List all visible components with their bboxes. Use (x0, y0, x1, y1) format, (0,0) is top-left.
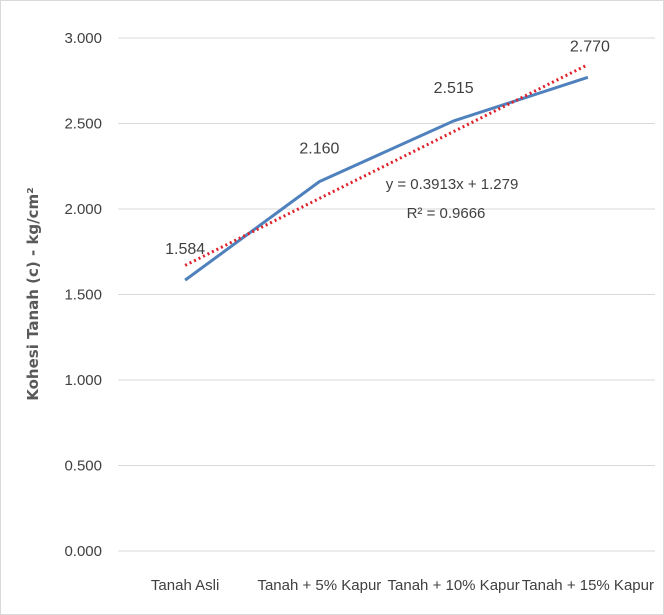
x-tick-label: Tanah + 5% Kapur (257, 577, 381, 594)
data-label: 1.584 (165, 241, 205, 258)
y-tick-label: 0.500 (64, 458, 102, 475)
y-tick-label: 3.000 (64, 30, 102, 47)
trendline-r-squared: R² = 0.9666 (407, 205, 486, 222)
y-tick-label: 1.500 (64, 287, 102, 304)
data-label: 2.515 (434, 80, 474, 97)
trendline-equation: y = 0.3913x + 1.279 (386, 176, 519, 193)
data-labels: 1.584 2.160 2.515 2.770 (165, 38, 610, 258)
x-tick-label: Tanah + 15% Kapur (522, 577, 654, 594)
y-axis-title: Kohesi Tanah (c) - kg/cm² (24, 187, 42, 401)
y-tick-label: 2.500 (64, 116, 102, 133)
y-tick-label: 2.000 (64, 201, 102, 218)
trendline-group (184, 63, 589, 267)
x-axis-ticks: Tanah Asli Tanah + 5% Kapur Tanah + 10% Ka… (151, 577, 654, 594)
data-label: 2.160 (299, 141, 339, 158)
x-tick-label: Tanah Asli (151, 577, 219, 594)
y-tick-label: 0.000 (64, 543, 102, 560)
trendline (184, 63, 589, 267)
y-axis-ticks: 0.000 0.500 1.000 1.500 2.000 2.500 3.000 (64, 30, 102, 560)
y-tick-label: 1.000 (64, 372, 102, 389)
gridlines (118, 37, 655, 552)
data-label: 2.770 (570, 38, 610, 55)
x-tick-label: Tanah + 10% Kapur (388, 577, 520, 594)
